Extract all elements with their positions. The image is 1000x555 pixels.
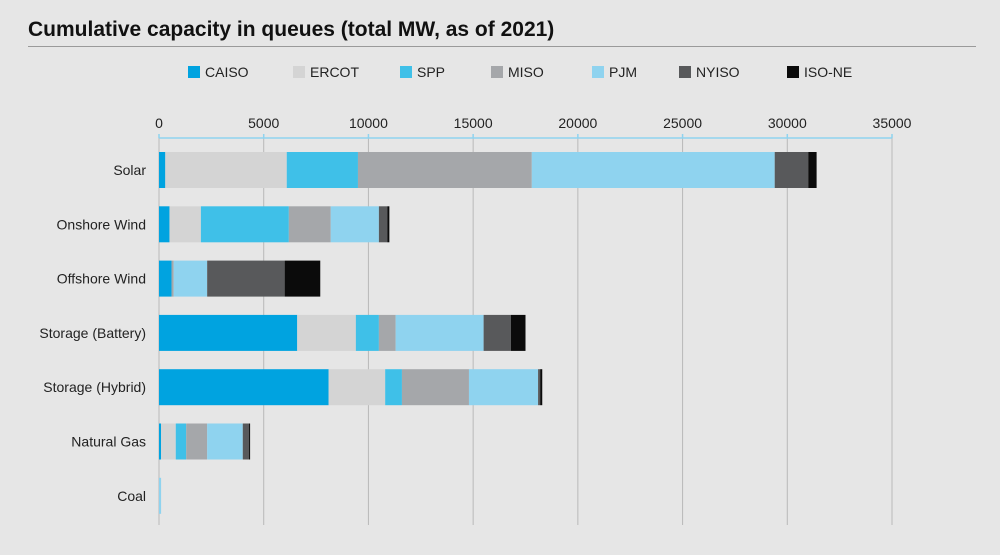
bar-segment <box>401 369 469 406</box>
bar-segment <box>385 369 402 406</box>
bar-segment <box>159 369 329 406</box>
bar-segment <box>159 260 172 297</box>
bar-segment <box>774 152 809 188</box>
bar-segment <box>297 314 356 351</box>
legend-label: SPP <box>417 64 446 80</box>
legend-item: MISO <box>491 64 544 80</box>
bar-segment <box>161 423 176 460</box>
legend-label: PJM <box>609 64 637 80</box>
x-tick-label: 20000 <box>558 115 597 131</box>
category-label: Coal <box>117 488 146 504</box>
bar-segment <box>378 314 396 351</box>
category-label: Offshore Wind <box>57 271 146 287</box>
bar-segment <box>355 314 379 351</box>
bar-segment <box>468 369 539 406</box>
bar-segment <box>378 206 388 243</box>
x-tick-label: 35000 <box>873 115 912 131</box>
bar-segment <box>284 260 321 297</box>
bar-segment <box>207 423 243 460</box>
legend-swatch <box>787 66 799 78</box>
bar-segment <box>387 206 390 243</box>
legend-swatch <box>491 66 503 78</box>
bar-segment <box>175 423 187 460</box>
legend-item: SPP <box>400 64 445 80</box>
bar-segment <box>242 423 250 460</box>
chart-legend: CAISO ERCOT SPP MISO PJM NYISO ISO-NE <box>0 64 1000 84</box>
legend-item: ISO-NE <box>787 64 852 80</box>
legend-swatch <box>400 66 412 78</box>
x-tick-label: 10000 <box>349 115 388 131</box>
legend-label: ISO-NE <box>804 64 853 80</box>
bar-segment <box>159 314 298 351</box>
x-tick-label: 30000 <box>768 115 807 131</box>
bar-segment <box>808 152 817 188</box>
bar-segment <box>531 152 775 188</box>
bar-segment <box>483 314 511 351</box>
bar-segment <box>286 152 358 188</box>
bar-segment <box>200 206 289 243</box>
legend-label: ERCOT <box>310 64 359 80</box>
x-tick-label: 15000 <box>454 115 493 131</box>
bar-segment <box>207 260 285 297</box>
legend-item: CAISO <box>188 64 249 80</box>
legend-label: CAISO <box>205 64 249 80</box>
bar-segment <box>357 152 532 188</box>
legend-item: PJM <box>592 64 637 80</box>
bar-segment <box>159 477 162 514</box>
legend-item: ERCOT <box>293 64 359 80</box>
bar-segment <box>186 423 208 460</box>
bar-segment <box>538 369 541 406</box>
title-divider <box>28 46 976 47</box>
category-label: Storage (Battery) <box>39 325 146 341</box>
bar-segment <box>328 369 386 406</box>
bar-segment <box>330 206 379 243</box>
legend-swatch <box>293 66 305 78</box>
bar-segment <box>510 314 526 351</box>
legend-label: MISO <box>508 64 544 80</box>
x-tick-label: 0 <box>155 115 163 131</box>
legend-swatch <box>592 66 604 78</box>
legend-label: NYISO <box>696 64 740 80</box>
bar-segment <box>159 152 166 188</box>
category-label: Natural Gas <box>71 434 146 450</box>
bar-segment <box>169 206 201 243</box>
bar-segment <box>159 423 162 460</box>
bar-segment <box>249 423 251 460</box>
bar-segment <box>395 314 484 351</box>
category-label: Onshore Wind <box>57 216 146 232</box>
legend-item: NYISO <box>679 64 740 80</box>
x-tick-label: 25000 <box>663 115 702 131</box>
chart-title: Cumulative capacity in queues (total MW,… <box>28 18 555 41</box>
x-tick-label: 5000 <box>248 115 279 131</box>
legend-swatch <box>679 66 691 78</box>
bar-segment <box>288 206 331 243</box>
bar-segment <box>171 260 174 297</box>
category-label: Storage (Hybrid) <box>43 379 146 395</box>
bar-segment <box>540 369 543 406</box>
bar-segment <box>165 152 287 188</box>
legend-swatch <box>188 66 200 78</box>
bar-segment <box>159 206 170 243</box>
category-label: Solar <box>113 162 146 178</box>
bar-segment <box>173 260 208 297</box>
